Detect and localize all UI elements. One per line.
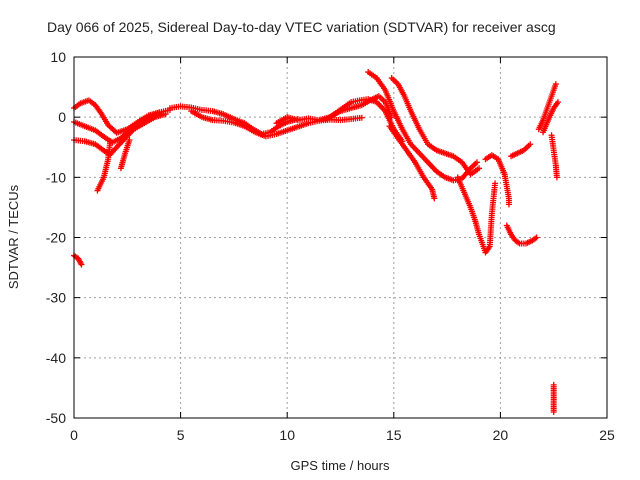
data-point — [476, 165, 483, 172]
series-trace-6 — [71, 252, 85, 268]
y-tick-label: -10 — [46, 169, 66, 185]
series-trace-5 — [117, 137, 133, 172]
series-trace-12 — [388, 75, 483, 178]
x-axis-label: GPS time / hours — [291, 458, 390, 473]
y-tick-label: -40 — [46, 350, 66, 366]
axes: 0 5 10 15 20 25 10 0 -10 -20 -30 -40 -50 — [46, 49, 615, 443]
x-tick-label: 10 — [279, 427, 295, 443]
data-point — [552, 81, 559, 88]
series-trace-13 — [386, 123, 438, 202]
series-trace-4 — [94, 138, 114, 194]
series-trace-20 — [548, 132, 560, 181]
series-trace-14 — [454, 174, 499, 256]
data-point — [473, 159, 480, 166]
y-tick-label: -20 — [46, 230, 66, 246]
data-point — [156, 109, 163, 116]
series-trace-18 — [535, 81, 559, 133]
y-axis-label: SDTVAR / TECUs — [6, 184, 21, 289]
series-trace-11 — [365, 69, 480, 184]
series-trace-19 — [540, 99, 561, 136]
data-point — [78, 261, 85, 268]
data-point — [554, 99, 561, 106]
series-trace-8 — [188, 108, 365, 140]
chart-title: Day 066 of 2025, Sidereal Day-to-day VTE… — [47, 19, 556, 35]
data-point — [162, 111, 169, 118]
data-point — [126, 137, 133, 144]
series-trace-21 — [550, 381, 557, 415]
data-point — [431, 195, 438, 202]
y-tick-label: 10 — [50, 49, 66, 65]
series-trace-15 — [482, 152, 512, 208]
y-tick-label: 0 — [58, 109, 66, 125]
x-tick-label: 0 — [70, 427, 78, 443]
data-point — [505, 201, 512, 208]
x-tick-label: 25 — [599, 427, 615, 443]
data-series — [71, 69, 561, 415]
x-tick-label: 15 — [386, 427, 402, 443]
x-tick-label: 5 — [177, 427, 185, 443]
data-point — [527, 141, 534, 148]
data-point — [107, 138, 114, 145]
data-point — [492, 180, 499, 187]
data-point — [358, 114, 365, 121]
y-tick-label: -30 — [46, 290, 66, 306]
series-trace-17 — [508, 141, 534, 160]
data-point — [550, 408, 557, 415]
data-point — [533, 234, 540, 241]
data-point — [553, 174, 560, 181]
series-trace-16 — [503, 222, 540, 247]
x-tick-label: 20 — [493, 427, 509, 443]
y-tick-label: -50 — [46, 410, 66, 426]
